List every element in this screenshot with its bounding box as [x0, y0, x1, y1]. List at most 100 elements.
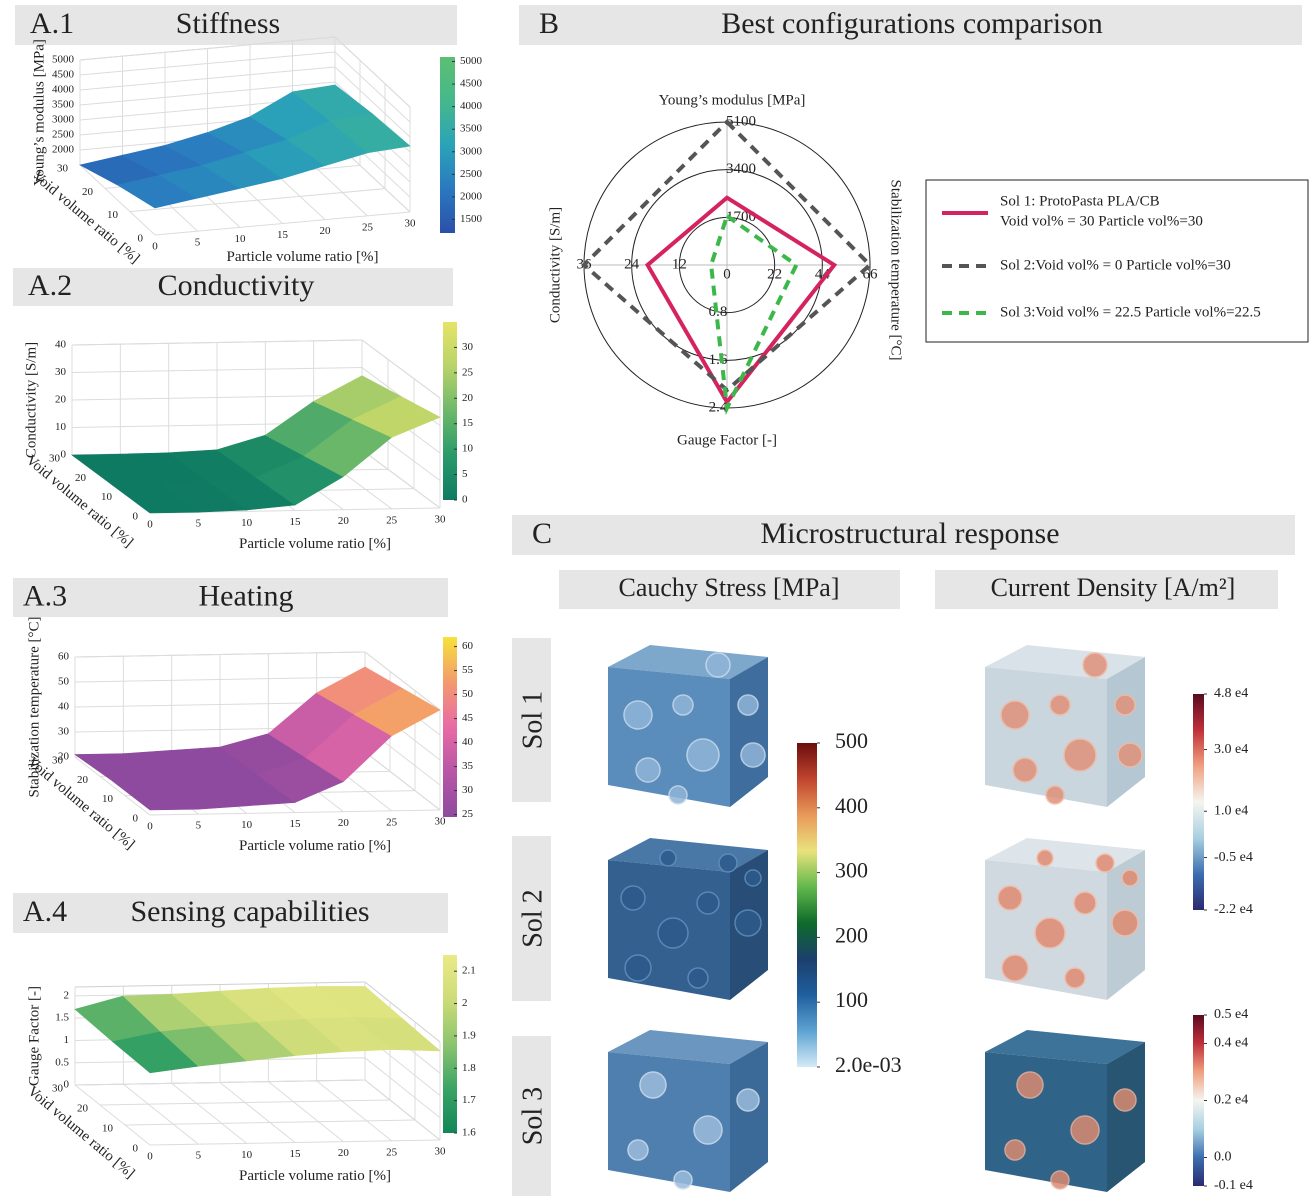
column-header-label: Current Density [A/m²] — [991, 573, 1236, 602]
inclusion — [1064, 739, 1096, 771]
inclusion — [745, 870, 761, 886]
legend-label: Sol 1: ProtoPasta PLA/CB — [1000, 193, 1160, 209]
radar-axis-label: Gauge Factor [-] — [677, 432, 777, 448]
colorbar-tick-label: 3000 — [460, 145, 483, 157]
inclusion — [1002, 955, 1028, 981]
y-tick-label: 30 — [49, 453, 61, 465]
radar-tick-label: 3400 — [726, 161, 756, 177]
z-tick-label: 40 — [58, 701, 70, 713]
colorbar-tick-label: 2 — [462, 997, 468, 1009]
inclusion — [697, 892, 719, 914]
colorbar — [1193, 694, 1204, 910]
y-tick-label: 10 — [102, 1123, 114, 1135]
radar-axis-label: Stabilization temperature [°C] — [888, 180, 904, 361]
radar-axis-label: Young’s modulus [MPa] — [659, 92, 806, 108]
grid-line — [123, 1084, 198, 1144]
z-tick-label: 5000 — [52, 54, 75, 66]
x-tick-label: 30 — [435, 514, 447, 526]
inclusion — [1115, 695, 1135, 715]
inclusion — [674, 1171, 692, 1189]
panel-title: Conductivity — [158, 269, 315, 302]
cube-side — [730, 1042, 768, 1192]
radar-tick-label: 12 — [672, 256, 687, 272]
grid-line — [317, 1081, 392, 1141]
colorbar-tick-label: 100 — [835, 987, 868, 1012]
x-tick-label: 5 — [196, 518, 202, 530]
z-tick-label: 2000 — [52, 144, 75, 156]
inclusion — [1035, 918, 1065, 948]
colorbar-tick-label: 10 — [462, 443, 474, 455]
inclusion — [1065, 968, 1085, 988]
colorbar-tick-label: 0 — [462, 494, 468, 506]
grid-line — [268, 1082, 343, 1142]
microstructure-cube — [985, 838, 1145, 1000]
z-tick-label: 4500 — [52, 69, 75, 81]
x-tick-label: 10 — [235, 233, 247, 245]
cube-front — [608, 667, 730, 807]
z-tick-label: 60 — [58, 651, 70, 663]
y-tick-label: 30 — [52, 755, 64, 767]
colorbar-tick-label: 400 — [835, 793, 868, 818]
x-tick-label: 15 — [290, 818, 302, 830]
inclusion — [1122, 870, 1138, 886]
inclusion — [624, 701, 652, 729]
inclusion — [636, 758, 660, 782]
colorbar-tick-label: 300 — [835, 858, 868, 883]
column-header-label: Cauchy Stress [MPa] — [619, 573, 840, 602]
inclusion — [1046, 786, 1064, 804]
inclusion — [719, 854, 737, 872]
colorbar-tick-label: 30 — [462, 784, 474, 796]
inclusion — [1114, 1089, 1136, 1111]
cube-front — [985, 667, 1107, 807]
x-tick-label: 5 — [196, 820, 202, 832]
colorbar — [443, 955, 457, 1133]
inclusion — [658, 918, 688, 948]
radar-tick-label: 0 — [723, 266, 731, 282]
x-tick-label: 15 — [290, 516, 302, 528]
z-tick-label: 3000 — [52, 114, 75, 126]
colorbar-tick-label: 35 — [462, 760, 474, 772]
z-tick-label: 0 — [64, 1079, 70, 1091]
y-tick-label: 0 — [133, 511, 139, 523]
x-axis-title: Particle volume ratio [%] — [239, 838, 391, 854]
x-axis-title: Particle volume ratio [%] — [226, 249, 378, 265]
inclusion — [1013, 758, 1037, 782]
colorbar-tick-label: 2000 — [460, 190, 483, 202]
microstructure-cube — [985, 1030, 1145, 1192]
panel-title: Best configurations comparison — [721, 7, 1103, 40]
figure: A.1Stiffness2000250030003500400045005000… — [0, 0, 1310, 1196]
colorbar-tick-label: 500 — [835, 728, 868, 753]
colorbar-tick-label: 1.6 — [462, 1127, 476, 1139]
y-tick-label: 20 — [75, 472, 87, 484]
inclusion — [1112, 910, 1138, 936]
inclusion — [998, 886, 1022, 910]
colorbar — [440, 57, 455, 233]
colorbar-tick-label: -0.5 e4 — [1214, 850, 1253, 865]
row-header-label: Sol 3 — [517, 1087, 548, 1145]
x-tick-label: 20 — [338, 1147, 350, 1159]
panel-title: Heating — [199, 579, 294, 612]
x-tick-label: 20 — [338, 817, 350, 829]
x-tick-label: 25 — [386, 1146, 398, 1158]
x-tick-label: 0 — [147, 519, 153, 531]
x-tick-label: 0 — [147, 1151, 153, 1163]
y-tick-label: 20 — [77, 1103, 89, 1115]
colorbar-tick-label: 60 — [462, 640, 474, 652]
inclusion — [621, 886, 645, 910]
z-axis-title: Gauge Factor [-] — [26, 986, 42, 1086]
panel-label: A.4 — [23, 895, 67, 928]
colorbar-tick-label: 4.8 e4 — [1214, 686, 1248, 701]
colorbar-tick-label: 5 — [462, 468, 468, 480]
y-tick-label: 30 — [57, 163, 69, 175]
x-tick-label: 30 — [435, 1146, 447, 1158]
colorbar-tick-label: 40 — [462, 736, 474, 748]
z-axis-title: Conductivity [S/m] — [23, 342, 39, 458]
colorbar-tick-label: 4000 — [460, 100, 483, 112]
colorbar — [797, 743, 817, 1067]
z-tick-label: 20 — [55, 394, 67, 406]
inclusion — [694, 1116, 722, 1144]
z-axis-title: Stabilization temperature [°C] — [26, 617, 42, 798]
x-tick-label: 25 — [362, 221, 374, 233]
grid-line — [172, 1083, 247, 1143]
colorbar-tick-label: 1.0 e4 — [1214, 803, 1248, 818]
